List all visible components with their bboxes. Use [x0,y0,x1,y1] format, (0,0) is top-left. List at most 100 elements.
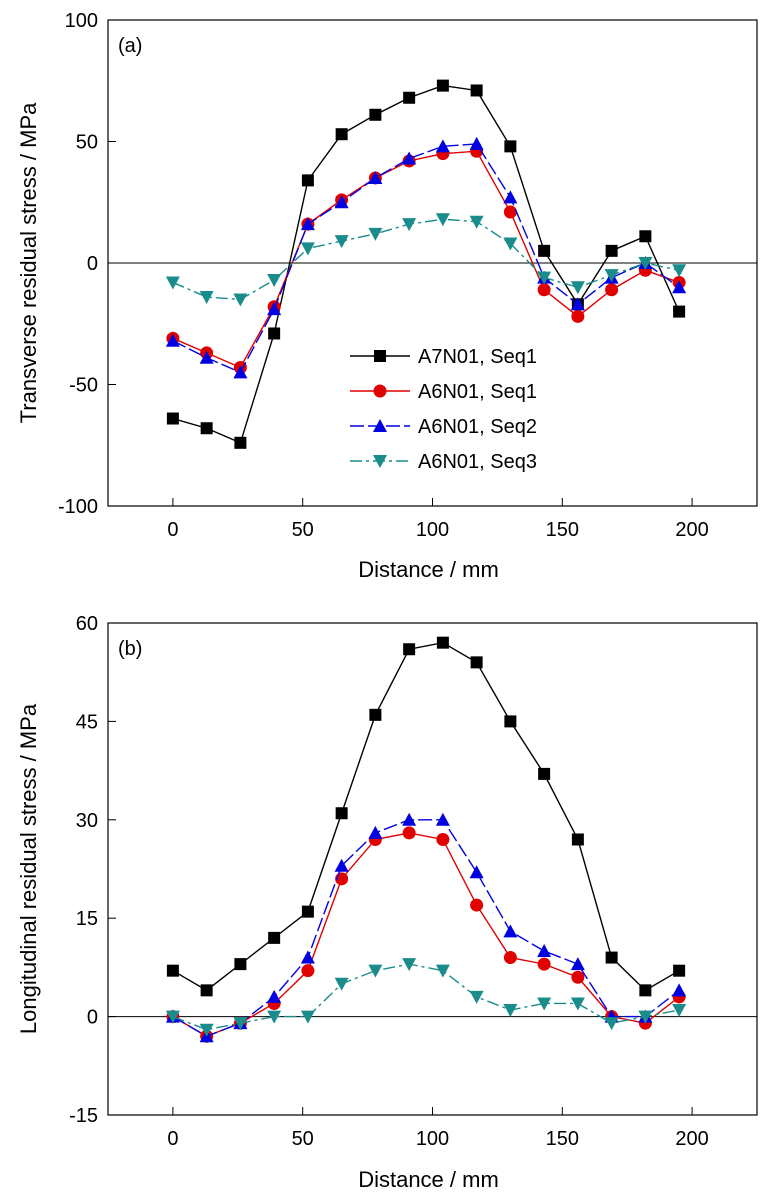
data-point [672,983,687,997]
data-point [335,128,348,141]
legend-marker [374,350,386,362]
y-tick-label: 45 [76,711,98,733]
x-tick-label: 0 [167,519,178,541]
data-point [335,807,348,820]
data-point [537,944,552,957]
data-point [402,826,416,840]
series-4 [165,213,687,307]
legend-label: A6N01, Seq2 [418,416,537,438]
y-tick-label: 0 [87,253,98,275]
data-point [537,271,552,285]
y-tick-label: -15 [69,1105,98,1127]
chart-panel-a: 0 50 100 150 200 -100 -50 0 50 100 Distance / mm Tr… [16,10,758,582]
data-point [267,1010,282,1024]
data-point [165,1010,180,1024]
data-point [436,79,449,92]
data-point [166,964,179,977]
data-point [300,242,315,256]
data-point [402,812,417,826]
data-point [369,708,382,721]
y-axis-title: Transverse residual stress / MPa [16,102,41,423]
data-point [402,218,417,232]
x-tick-label: 50 [292,1128,314,1150]
data-point [267,989,282,1003]
panel-label: (b) [118,638,142,660]
data-point [503,205,517,219]
x-tick-label: 150 [546,519,579,541]
data-point [200,984,213,997]
y-tick-label: 0 [87,1007,98,1029]
data-point [504,140,517,153]
data-point [503,190,518,204]
data-point [638,1010,653,1024]
data-point [267,302,282,316]
data-point [403,91,416,104]
data-point [368,825,383,839]
data-point [436,636,449,649]
data-point [470,84,483,97]
data-point [435,812,450,826]
data-point [233,293,248,307]
data-point [300,950,315,964]
series-1 [166,636,686,997]
data-point [268,931,281,944]
legend-label: A6N01, Seq3 [418,451,537,473]
data-point [369,108,382,121]
x-tick-label: 100 [416,1128,449,1150]
x-axis-title: Distance / mm [358,1167,499,1192]
data-point [672,264,687,278]
data-point [435,213,450,227]
data-point [538,767,551,780]
y-tick-label: -100 [58,496,98,518]
x-tick-label: 150 [546,1128,579,1150]
data-point [165,276,180,290]
chart-panel-b: 0 50 100 150 200 -15 0 15 30 45 60 Distance / mm Lon… [16,613,758,1192]
data-point [538,244,551,257]
data-point [469,865,484,879]
data-point [268,327,281,340]
data-point [199,350,214,364]
series-2 [166,826,686,1043]
data-point [300,1010,315,1024]
data-point [537,283,551,297]
data-point [503,1004,518,1018]
legend-label: A6N01, Seq1 [418,381,537,403]
data-point [605,244,618,257]
data-point [503,237,518,251]
data-point [469,990,484,1004]
legend-marker [373,384,387,398]
y-tick-label: -50 [69,375,98,397]
data-point [469,136,484,150]
series-line [172,84,680,444]
series-1 [166,79,686,449]
data-point [570,997,585,1011]
data-point [537,957,551,971]
data-point [571,833,584,846]
data-point [301,964,315,978]
series-4 [165,958,687,1037]
series-line [172,963,680,1031]
data-point [301,905,314,918]
data-point [604,269,619,283]
data-point [334,977,349,991]
data-point [503,924,518,938]
data-point [334,195,349,209]
data-point [469,215,484,229]
data-point [639,984,652,997]
data-point [503,951,517,965]
data-point [334,235,349,249]
series-2 [166,144,686,374]
y-tick-label: 15 [76,908,98,930]
series-line [172,150,680,369]
data-point [368,964,383,978]
data-point [402,958,417,972]
x-tick-label: 200 [675,519,708,541]
legend: A7N01, Seq1 A6N01, Seq1 A6N01, Seq2 A6N01, … [350,346,537,473]
series-3 [165,812,687,1043]
legend-label: A7N01, Seq1 [418,346,537,368]
data-point [672,1004,687,1018]
data-point [234,958,247,971]
data-point [233,1017,248,1031]
